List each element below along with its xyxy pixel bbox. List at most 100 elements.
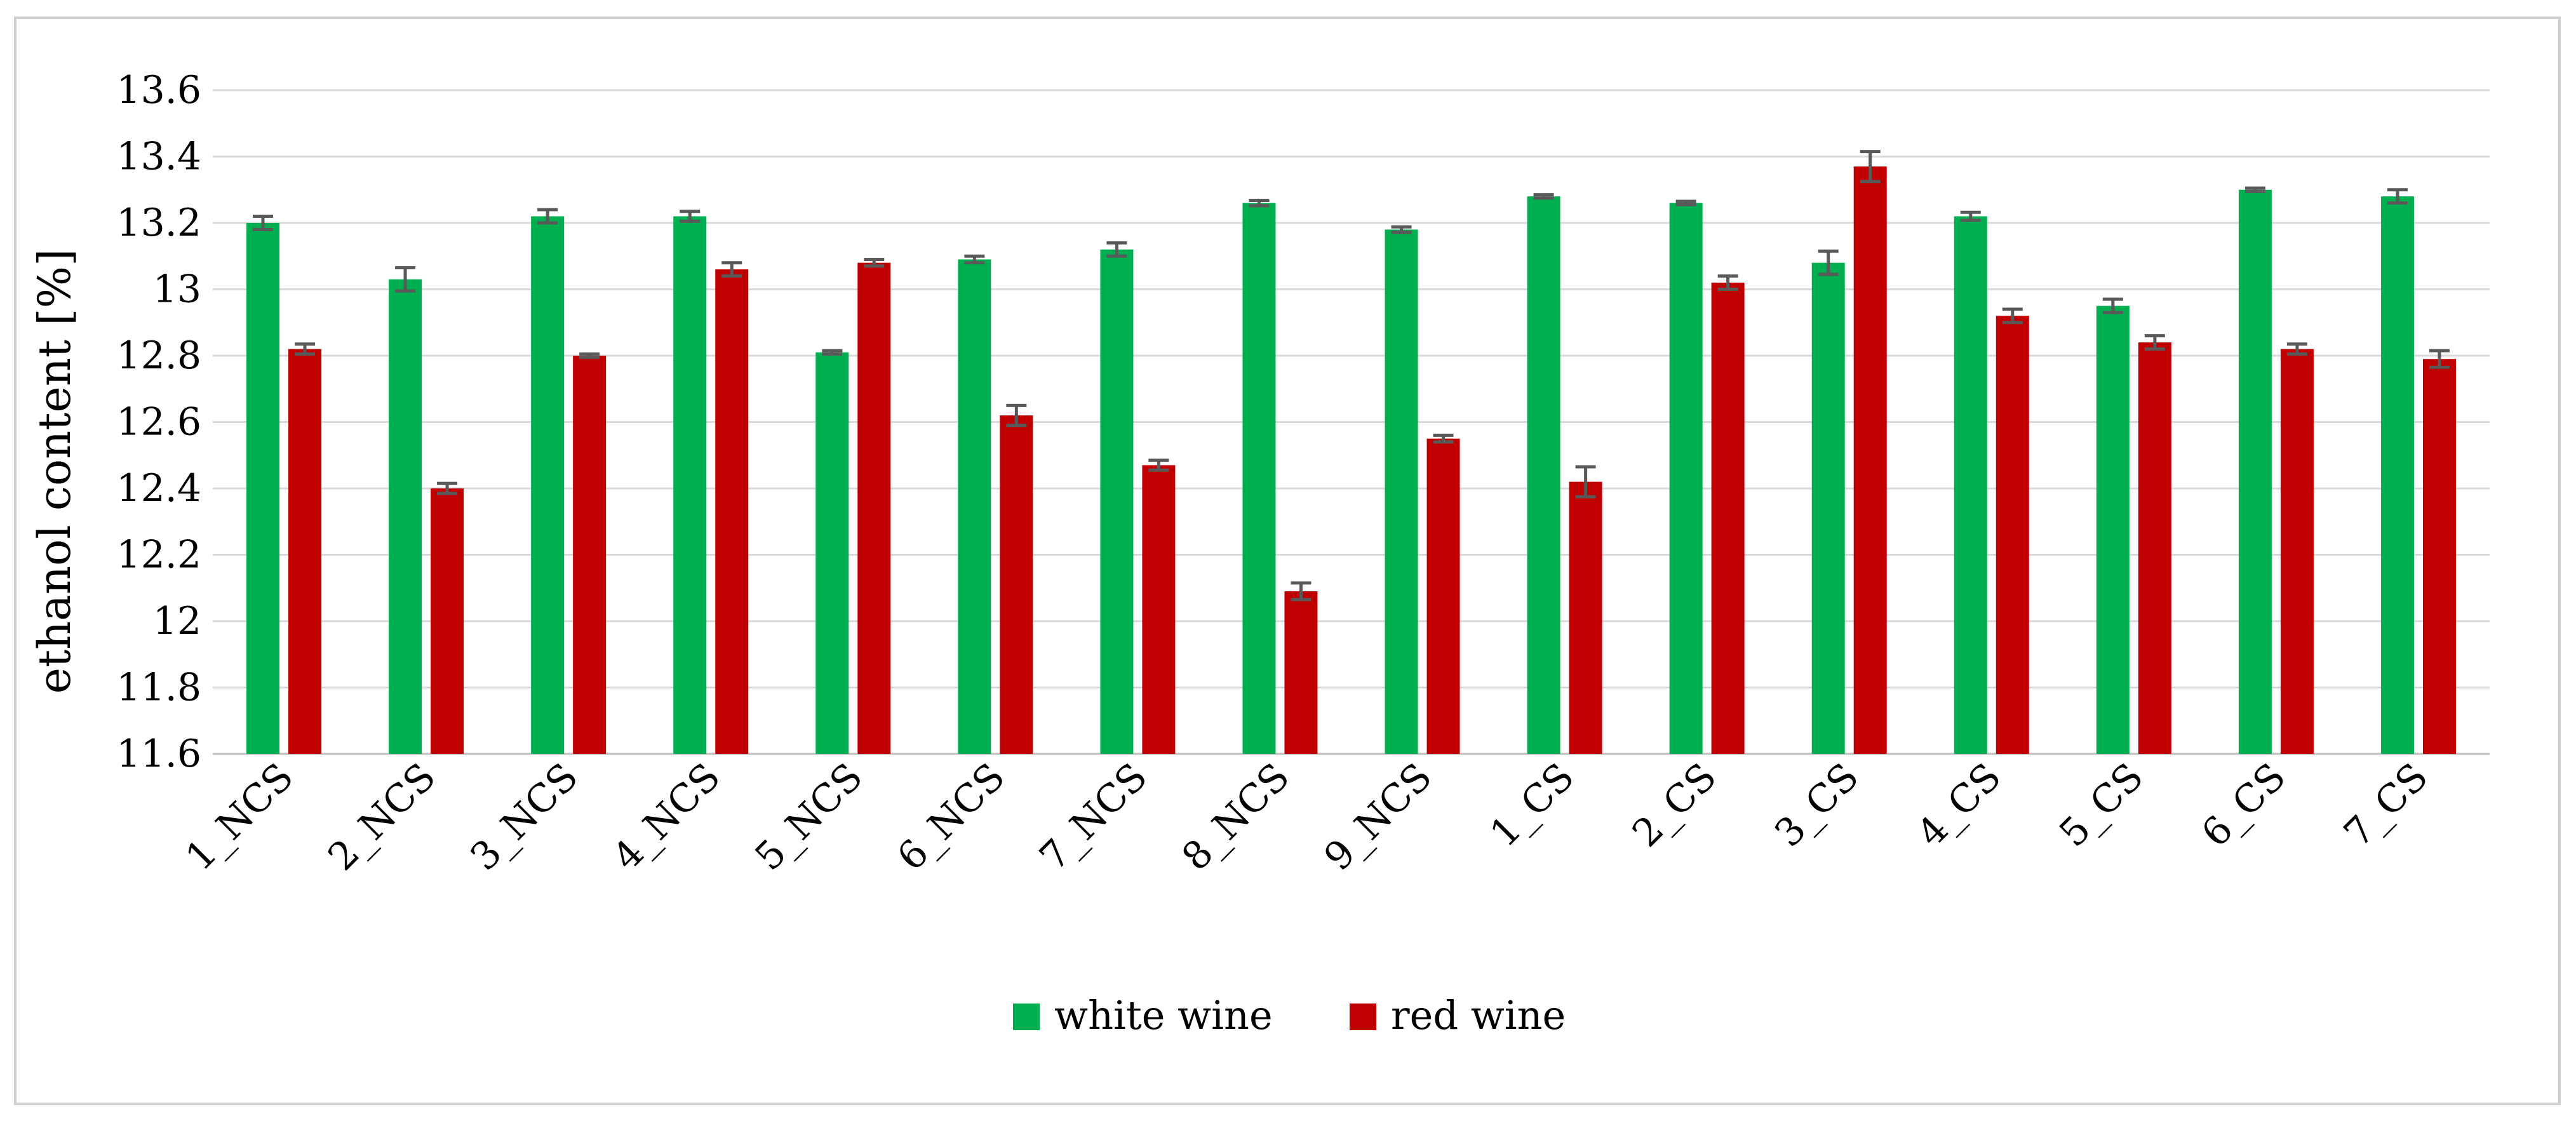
error-bar [680, 210, 701, 223]
error-bar [1860, 150, 1881, 184]
white-wine-bar-3_NCS [531, 216, 565, 754]
x-tick-label: 2_CS [1624, 755, 1725, 856]
y-axis-title: ethanol content [%] [29, 249, 81, 694]
x-tick-label: 3_NCS [462, 755, 586, 879]
error-bar [721, 261, 742, 278]
error-bar [1717, 274, 1738, 291]
error-bar [822, 349, 843, 356]
x-tick-label: 4_NCS [604, 755, 728, 879]
red-wine-bar-7_NCS [1142, 465, 1176, 754]
y-tick-label: 12 [153, 599, 201, 643]
red-wine-bar-9_NCS [1426, 438, 1460, 754]
error-bar [1249, 198, 1270, 208]
error-bar [2144, 334, 2165, 351]
error-bar [1391, 225, 1412, 234]
error-bar [1106, 241, 1127, 258]
white-wine-bar-5_NCS [815, 352, 849, 754]
red-wine-bar-8_NCS [1284, 591, 1318, 754]
bars [246, 166, 2456, 755]
red-wine-bar-1_CS [1569, 481, 1602, 754]
error-bar [1575, 465, 1596, 499]
legend-item: white wine [1013, 992, 1273, 1038]
white-wine-bar-7_CS [2380, 196, 2414, 754]
x-tick-label: 6_NCS [889, 755, 1014, 879]
y-tick-label: 12.8 [116, 333, 201, 378]
error-bar [2429, 349, 2450, 369]
legend: white wine red wine [1013, 992, 1566, 1038]
x-tick-labels: 1_NCS 2_NCS 3_NCS 4_NCS 5_NCS 6_NCS 7_NCS 8_NCS… [177, 755, 2436, 879]
y-tick-label: 13 [153, 267, 201, 312]
x-tick-label: 5_CS [2051, 755, 2152, 856]
legend-swatch [1350, 1004, 1376, 1030]
x-tick-label: 1_CS [1482, 755, 1583, 856]
legend-label: red wine [1391, 992, 1566, 1038]
error-bar [579, 352, 600, 359]
error-bars [253, 150, 2450, 601]
white-wine-bar-2_NCS [389, 279, 422, 754]
error-bar [1533, 193, 1554, 200]
white-wine-bar-8_NCS [1242, 203, 1276, 754]
white-wine-bar-6_NCS [958, 259, 991, 755]
x-tick-label: 2_NCS [319, 755, 444, 879]
y-tick-label: 12.6 [116, 400, 201, 445]
red-wine-bar-2_NCS [431, 488, 464, 754]
legend-item: red wine [1350, 992, 1566, 1038]
y-tick-label: 13.6 [116, 68, 201, 112]
red-wine-bar-4_NCS [715, 269, 749, 754]
error-bar [864, 257, 885, 268]
white-wine-bar-3_CS [1811, 262, 1845, 754]
red-wine-bar-5_CS [2138, 342, 2171, 754]
white-wine-bar-1_NCS [246, 223, 280, 754]
error-bar [1148, 459, 1169, 472]
x-tick-label: 5_NCS [747, 755, 871, 879]
red-wine-bar-7_CS [2422, 359, 2456, 754]
y-tick-labels: 11.6 11.8 12 12.2 12.4 12.6 12.8 13 13.2 13.4 13.6 [116, 68, 201, 776]
error-bar [1818, 249, 1839, 276]
error-bar [2387, 188, 2408, 205]
red-wine-bar-5_NCS [857, 262, 891, 754]
y-tick-label: 13.2 [116, 201, 201, 245]
error-bar [537, 208, 558, 225]
error-bar [395, 266, 416, 293]
error-bar [1006, 403, 1027, 427]
error-bar [437, 481, 458, 495]
white-wine-bar-9_NCS [1385, 229, 1418, 754]
error-bar [253, 215, 274, 231]
red-wine-bar-2_CS [1711, 283, 1745, 754]
x-tick-label: 7_CS [2335, 755, 2436, 856]
white-wine-bar-4_NCS [673, 216, 707, 754]
x-tick-label: 3_CS [1766, 755, 1867, 856]
red-wine-bar-3_NCS [573, 356, 607, 754]
y-tick-label: 11.6 [116, 732, 201, 776]
red-wine-bar-3_CS [1853, 166, 1887, 754]
white-wine-bar-2_CS [1669, 203, 1703, 754]
error-bar [295, 342, 316, 356]
x-tick-label: 4_CS [1909, 755, 2009, 856]
red-wine-bar-6_CS [2280, 349, 2314, 754]
white-wine-bar-1_CS [1527, 196, 1560, 754]
white-wine-bar-7_NCS [1100, 249, 1134, 754]
error-bar [1291, 581, 1311, 601]
y-tick-label: 11.8 [116, 666, 201, 710]
x-tick-label: 8_NCS [1174, 755, 1298, 879]
y-tick-label: 12.4 [116, 466, 201, 511]
error-bar [964, 254, 985, 265]
x-tick-label: 7_NCS [1031, 755, 1156, 879]
legend-swatch [1013, 1004, 1040, 1030]
white-wine-bar-5_CS [2096, 305, 2130, 754]
white-wine-bar-6_CS [2238, 189, 2272, 754]
error-bar [1433, 433, 1454, 444]
y-tick-label: 13.4 [116, 135, 201, 179]
red-wine-bar-1_NCS [288, 349, 322, 754]
white-wine-bar-4_CS [1954, 216, 1987, 754]
legend-label: white wine [1054, 992, 1273, 1038]
y-tick-label: 12.2 [116, 533, 201, 577]
error-bar [2102, 297, 2123, 314]
x-tick-label: 9_NCS [1316, 755, 1440, 879]
error-bar [2286, 342, 2307, 356]
error-bar [1960, 210, 1981, 222]
red-wine-bar-6_NCS [1000, 415, 1033, 754]
error-bar [1675, 199, 1696, 206]
red-wine-bar-4_CS [1996, 316, 2029, 754]
